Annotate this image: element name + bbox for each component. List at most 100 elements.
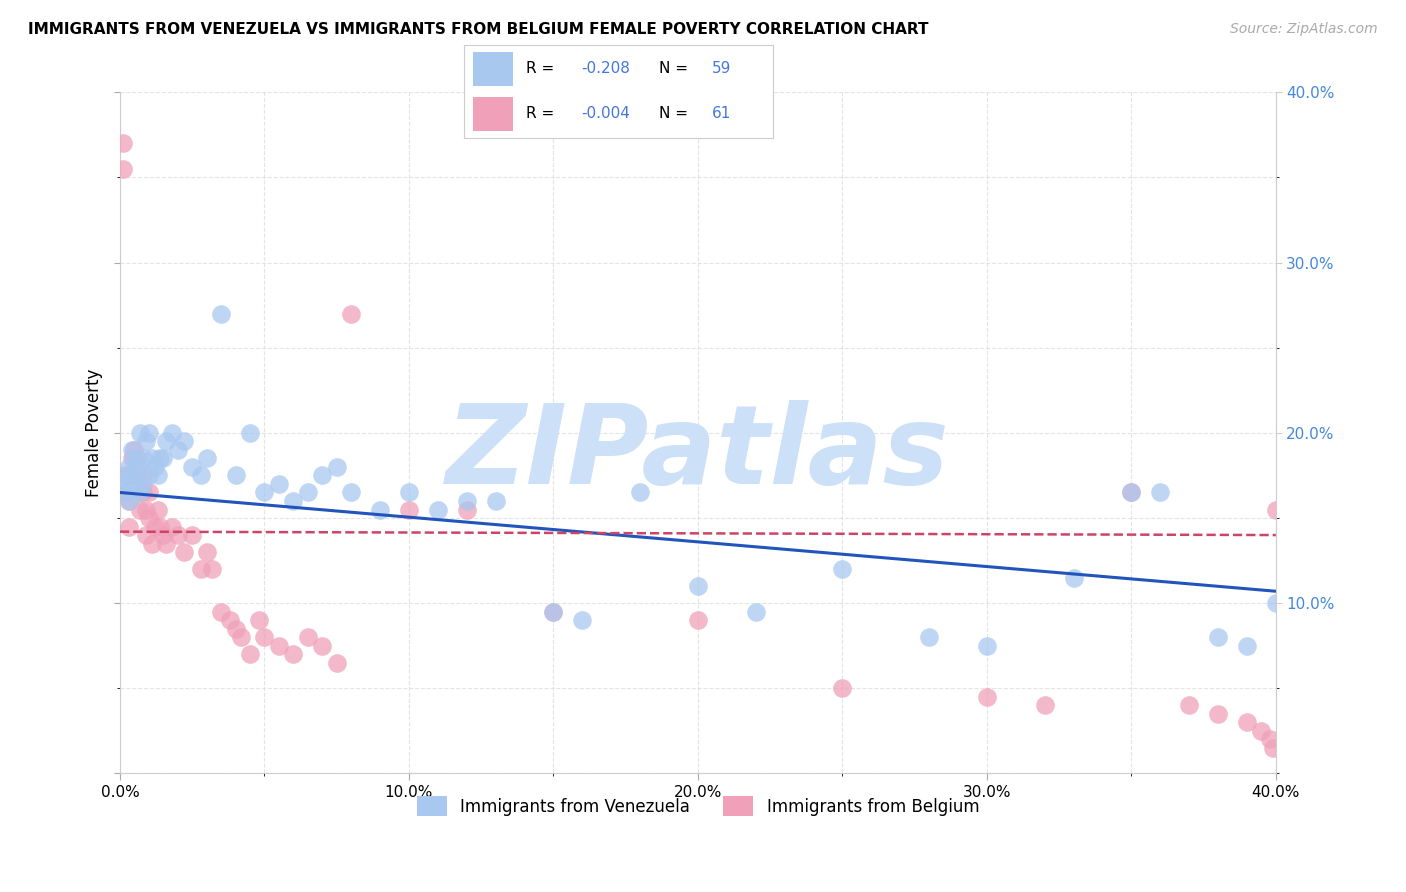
Immigrants from Belgium <box>253 630 276 644</box>
Immigrants from Belgium <box>297 630 319 644</box>
Immigrants from Belgium <box>121 451 143 466</box>
Immigrants from Belgium <box>132 485 155 500</box>
Immigrants from Belgium <box>111 161 134 176</box>
Immigrants from Venezuela <box>117 459 139 474</box>
Immigrants from Venezuela <box>111 477 134 491</box>
Immigrants from Venezuela <box>143 459 166 474</box>
Immigrants from Belgium <box>976 690 998 704</box>
Immigrants from Venezuela <box>117 494 139 508</box>
Immigrants from Belgium <box>143 519 166 533</box>
Immigrants from Belgium <box>190 562 212 576</box>
Immigrants from Venezuela <box>127 468 149 483</box>
Immigrants from Belgium <box>124 442 146 457</box>
Immigrants from Belgium <box>283 647 305 661</box>
Immigrants from Belgium <box>135 502 157 516</box>
Immigrants from Venezuela <box>976 639 998 653</box>
Immigrants from Belgium <box>1206 706 1229 721</box>
Immigrants from Belgium <box>1261 740 1284 755</box>
Immigrants from Venezuela <box>1121 485 1143 500</box>
Immigrants from Venezuela <box>744 605 766 619</box>
Text: N =: N = <box>659 62 693 77</box>
Immigrants from Belgium <box>1121 485 1143 500</box>
Immigrants from Belgium <box>152 528 174 542</box>
Y-axis label: Female Poverty: Female Poverty <box>86 368 103 497</box>
Immigrants from Venezuela <box>831 562 853 576</box>
Immigrants from Venezuela <box>114 485 136 500</box>
Immigrants from Venezuela <box>141 451 163 466</box>
Text: ZIPatlas: ZIPatlas <box>446 400 950 507</box>
Immigrants from Venezuela <box>129 485 152 500</box>
Immigrants from Venezuela <box>1149 485 1171 500</box>
Immigrants from Belgium <box>173 545 195 559</box>
FancyBboxPatch shape <box>474 97 513 131</box>
Immigrants from Venezuela <box>166 442 188 457</box>
Immigrants from Venezuela <box>129 425 152 440</box>
Immigrants from Venezuela <box>190 468 212 483</box>
Immigrants from Belgium <box>1250 723 1272 738</box>
Immigrants from Venezuela <box>628 485 651 500</box>
Immigrants from Belgium <box>456 502 478 516</box>
Legend: Immigrants from Venezuela, Immigrants from Belgium: Immigrants from Venezuela, Immigrants fr… <box>411 789 986 823</box>
FancyBboxPatch shape <box>474 52 513 86</box>
Immigrants from Venezuela <box>485 494 508 508</box>
Immigrants from Venezuela <box>132 451 155 466</box>
Immigrants from Belgium <box>155 536 177 550</box>
Immigrants from Belgium <box>114 485 136 500</box>
Immigrants from Belgium <box>225 622 247 636</box>
Immigrants from Belgium <box>686 613 709 627</box>
Immigrants from Venezuela <box>209 307 232 321</box>
Immigrants from Venezuela <box>571 613 593 627</box>
Immigrants from Belgium <box>117 494 139 508</box>
Immigrants from Belgium <box>129 502 152 516</box>
Immigrants from Belgium <box>340 307 363 321</box>
Immigrants from Belgium <box>311 639 333 653</box>
Immigrants from Venezuela <box>135 434 157 449</box>
Immigrants from Belgium <box>247 613 270 627</box>
Immigrants from Belgium <box>231 630 253 644</box>
Immigrants from Venezuela <box>686 579 709 593</box>
Text: IMMIGRANTS FROM VENEZUELA VS IMMIGRANTS FROM BELGIUM FEMALE POVERTY CORRELATION : IMMIGRANTS FROM VENEZUELA VS IMMIGRANTS … <box>28 22 928 37</box>
Immigrants from Venezuela <box>311 468 333 483</box>
Text: R =: R = <box>526 106 560 121</box>
Immigrants from Venezuela <box>398 485 420 500</box>
Immigrants from Belgium <box>239 647 262 661</box>
Immigrants from Venezuela <box>456 494 478 508</box>
Immigrants from Venezuela <box>124 451 146 466</box>
Immigrants from Belgium <box>141 536 163 550</box>
Immigrants from Venezuela <box>267 477 290 491</box>
Immigrants from Belgium <box>1258 732 1281 747</box>
Immigrants from Venezuela <box>1236 639 1258 653</box>
Immigrants from Belgium <box>127 468 149 483</box>
Immigrants from Venezuela <box>340 485 363 500</box>
Immigrants from Venezuela <box>239 425 262 440</box>
Immigrants from Belgium <box>1178 698 1201 713</box>
Immigrants from Venezuela <box>225 468 247 483</box>
Immigrants from Belgium <box>138 485 160 500</box>
Immigrants from Belgium <box>201 562 224 576</box>
Immigrants from Belgium <box>111 136 134 151</box>
Text: 61: 61 <box>711 106 731 121</box>
Immigrants from Belgium <box>166 528 188 542</box>
Immigrants from Venezuela <box>138 425 160 440</box>
Immigrants from Belgium <box>146 502 169 516</box>
Immigrants from Venezuela <box>155 434 177 449</box>
Immigrants from Venezuela <box>1206 630 1229 644</box>
Text: -0.004: -0.004 <box>582 106 630 121</box>
Immigrants from Belgium <box>129 485 152 500</box>
Immigrants from Belgium <box>267 639 290 653</box>
Immigrants from Venezuela <box>127 459 149 474</box>
Immigrants from Venezuela <box>152 451 174 466</box>
Immigrants from Venezuela <box>124 477 146 491</box>
Immigrants from Belgium <box>160 519 183 533</box>
Text: 59: 59 <box>711 62 731 77</box>
Text: Source: ZipAtlas.com: Source: ZipAtlas.com <box>1230 22 1378 37</box>
Immigrants from Belgium <box>117 519 139 533</box>
Immigrants from Belgium <box>1033 698 1056 713</box>
Immigrants from Venezuela <box>426 502 449 516</box>
Immigrants from Belgium <box>195 545 218 559</box>
Immigrants from Venezuela <box>297 485 319 500</box>
Immigrants from Belgium <box>325 656 347 670</box>
Immigrants from Venezuela <box>160 425 183 440</box>
Text: -0.208: -0.208 <box>582 62 630 77</box>
Immigrants from Venezuela <box>181 459 204 474</box>
